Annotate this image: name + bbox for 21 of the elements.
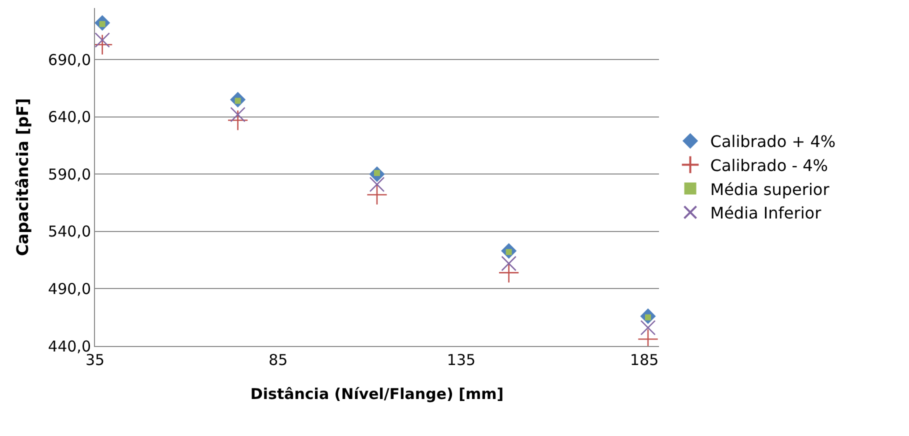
legend-label: Calibrado - 4% xyxy=(710,156,828,175)
y-tick-label: 590,0 xyxy=(48,165,91,184)
point xyxy=(501,256,516,272)
legend-label: Calibrado + 4% xyxy=(710,132,836,152)
point xyxy=(640,320,656,336)
y-axis-title: Capacitância [pF] xyxy=(12,98,32,256)
point xyxy=(95,32,110,48)
x-tick-label: 35 xyxy=(85,351,105,369)
y-tick-label: 690,0 xyxy=(48,50,91,69)
x-tick-label: 85 xyxy=(268,351,288,369)
y-tick-label: 490,0 xyxy=(48,280,91,298)
x-axis-title: Distância (Nível/Flange) [mm] xyxy=(250,385,504,403)
y-tick-label: 640,0 xyxy=(48,108,91,126)
point xyxy=(369,176,385,192)
legend-label: Média Inferior xyxy=(710,204,822,223)
point xyxy=(230,106,246,122)
x-tick-label: 135 xyxy=(446,351,476,369)
legend-label: Média superior xyxy=(710,180,830,199)
x-tick-label: 185 xyxy=(630,351,659,369)
point xyxy=(227,110,248,131)
y-tick-label: 540,0 xyxy=(48,222,91,241)
